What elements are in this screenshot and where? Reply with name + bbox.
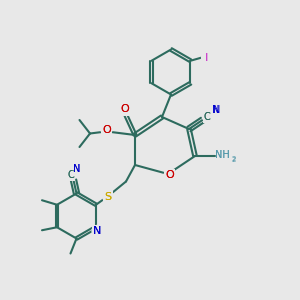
Circle shape: [101, 124, 112, 135]
Text: 2: 2: [232, 156, 236, 162]
Circle shape: [211, 105, 221, 116]
Text: O: O: [165, 170, 174, 181]
Text: O: O: [102, 124, 111, 135]
Text: N: N: [74, 164, 81, 174]
Text: C: C: [204, 112, 210, 122]
Circle shape: [119, 104, 130, 115]
Text: O: O: [120, 104, 129, 115]
Circle shape: [67, 171, 76, 180]
Circle shape: [164, 170, 175, 181]
Text: N: N: [212, 105, 220, 116]
Text: 2: 2: [231, 157, 236, 163]
Text: C: C: [68, 170, 74, 181]
Text: I: I: [206, 53, 208, 63]
Text: O: O: [120, 104, 129, 115]
Text: NH: NH: [214, 149, 230, 160]
Text: I: I: [206, 53, 208, 63]
Text: N: N: [74, 164, 81, 174]
Text: C: C: [68, 170, 74, 181]
Text: N: N: [213, 105, 220, 115]
Text: S: S: [104, 191, 112, 202]
Text: NH: NH: [214, 149, 230, 160]
Circle shape: [103, 191, 113, 202]
Text: C: C: [204, 112, 210, 122]
Text: N: N: [93, 226, 102, 236]
Text: O: O: [165, 170, 174, 181]
Circle shape: [92, 226, 103, 236]
Text: S: S: [104, 191, 112, 202]
Circle shape: [72, 164, 83, 174]
Circle shape: [202, 52, 212, 63]
Text: N: N: [93, 226, 102, 236]
Circle shape: [218, 148, 232, 164]
Text: O: O: [102, 124, 111, 135]
Circle shape: [202, 112, 211, 122]
